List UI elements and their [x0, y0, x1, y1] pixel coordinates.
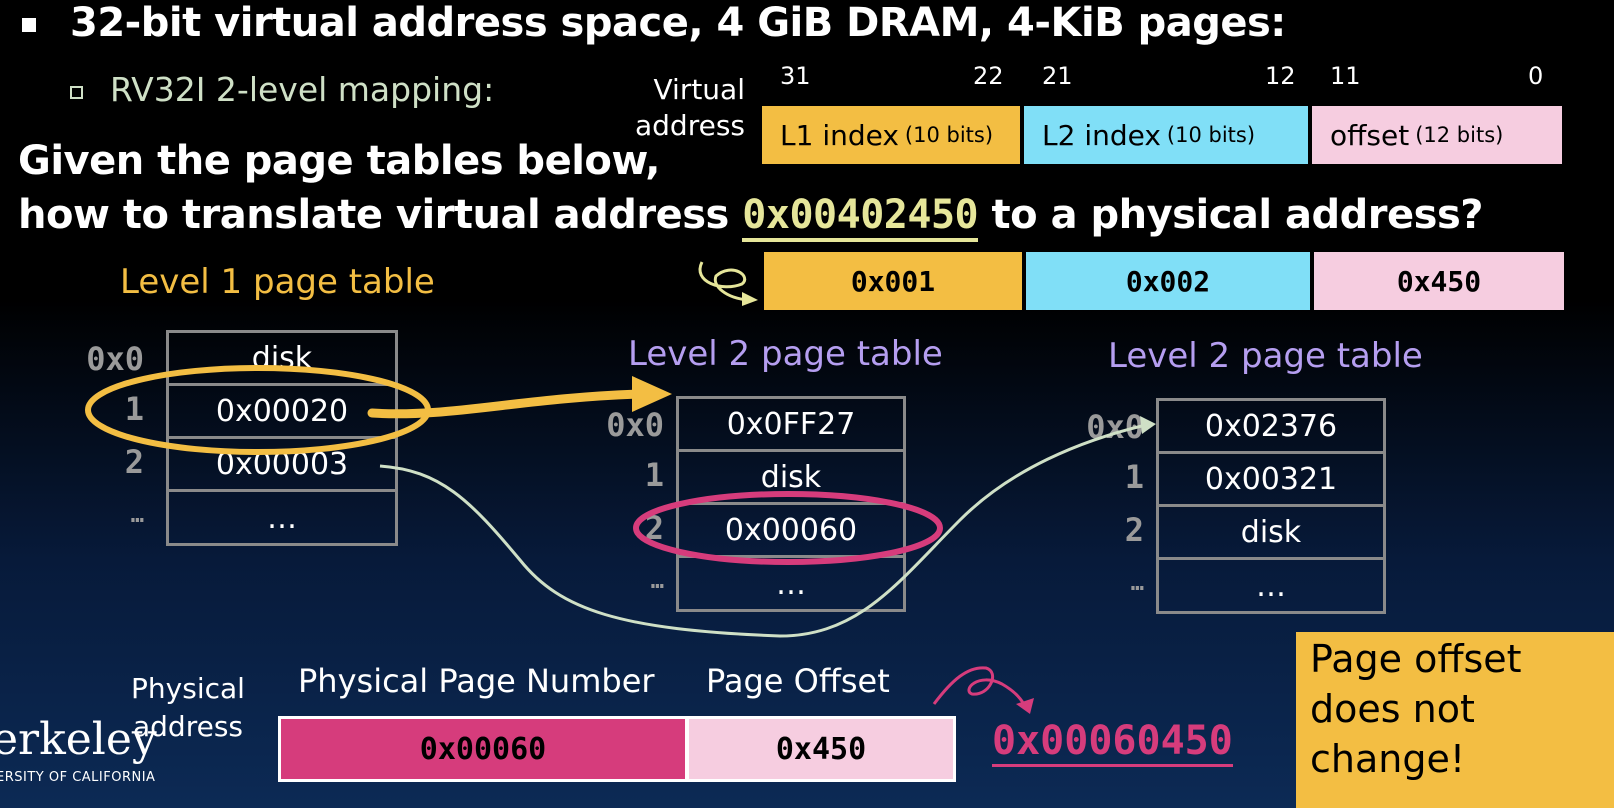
level1-indices: 0x0 1 2 … — [74, 330, 144, 542]
result-scribble-arrowhead — [1016, 698, 1034, 714]
offset-value: 0x450 — [1314, 252, 1564, 310]
page-offset-value-box: 0x450 — [686, 716, 956, 782]
level2-table-b-title: Level 2 page table — [1108, 336, 1423, 376]
l1-to-l2-arrow — [367, 389, 645, 419]
l2-index-value: 0x002 — [1026, 252, 1310, 310]
sub-bullet-square — [70, 86, 83, 99]
offset-callout: Page offset does not change! — [1296, 632, 1614, 808]
level2-table-a-title: Level 2 page table — [628, 334, 943, 374]
question-line-1: Given the page tables below, — [18, 138, 660, 184]
scribble-arrowhead — [742, 292, 758, 306]
level1-table-title: Level 1 page table — [120, 262, 435, 302]
virtual-address-label-line2: address — [634, 109, 745, 142]
l1-entry2-curve — [379, 422, 1151, 638]
l2-index-name: L2 index — [1042, 118, 1161, 152]
index-label: … — [1130, 571, 1144, 596]
level2-a-indices: 0x0 1 2 … — [594, 396, 664, 608]
bit-number: 0 — [1528, 62, 1544, 90]
bullet-square — [22, 18, 36, 32]
bit-number: 31 — [780, 62, 811, 90]
result-scribble-arrow — [932, 666, 1028, 709]
question-address: 0x00402450 — [742, 192, 979, 242]
offset-field: offset (12 bits) — [1312, 106, 1562, 164]
table-row: 0x00060 — [679, 505, 903, 558]
table-row: 0x02376 — [1159, 401, 1383, 454]
table-row: 0x0FF27 — [679, 399, 903, 452]
table-row: … — [1256, 569, 1286, 604]
l1-index-field: L1 index (10 bits) — [762, 106, 1020, 164]
table-row: disk — [1159, 507, 1383, 560]
bit-number: 22 — [973, 62, 1004, 90]
level2-page-table-b: 0x02376 0x00321 disk … — [1156, 398, 1386, 614]
l1-to-l2-arrowhead — [632, 376, 672, 412]
index-label: 2 — [124, 443, 144, 481]
l1-index-name: L1 index — [780, 118, 899, 152]
physical-address-label-line2: address — [132, 710, 243, 743]
question-line-2-post: to a physical address? — [991, 192, 1484, 238]
ppn-header: Physical Page Number — [298, 662, 655, 700]
ppn-value-box: 0x00060 — [278, 716, 688, 782]
callout-line-2: does not — [1310, 687, 1475, 731]
index-label: 1 — [1124, 458, 1144, 496]
scribble-arrow — [698, 261, 749, 302]
index-label: 2 — [644, 509, 664, 547]
l1-index-size: (10 bits) — [904, 123, 994, 147]
l1-index-value: 0x001 — [764, 252, 1022, 310]
index-label: 2 — [1124, 511, 1144, 549]
table-row: 0x00321 — [1159, 454, 1383, 507]
berkeley-logo-subtitle: ERSITY OF CALIFORNIA — [0, 770, 156, 785]
l2-index-field: L2 index (10 bits) — [1024, 106, 1308, 164]
offset-name: offset — [1330, 118, 1410, 152]
callout-line-1: Page offset — [1310, 637, 1522, 681]
table-row: … — [776, 567, 806, 602]
question-line-2: how to translate virtual address 0x00402… — [18, 192, 1484, 242]
index-label: … — [650, 569, 664, 594]
l2-index-size: (10 bits) — [1166, 123, 1256, 147]
level2-page-table-a: 0x0FF27 disk 0x00060 … — [676, 396, 906, 612]
physical-address-label: Physical address — [130, 670, 246, 746]
l2-highlight-ellipse — [633, 491, 943, 565]
l1-entry2-arrowhead — [1140, 416, 1156, 434]
page-offset-header: Page Offset — [706, 662, 890, 700]
index-label: 1 — [644, 456, 664, 494]
bit-number: 21 — [1042, 62, 1073, 90]
table-row: disk — [679, 452, 903, 505]
bit-number: 11 — [1330, 62, 1361, 90]
physical-address-label-line1: Physical — [131, 672, 245, 705]
physical-address-result: 0x00060450 — [992, 718, 1233, 767]
virtual-address-label-line1: Virtual — [653, 73, 746, 106]
virtual-address-label: Virtual address — [620, 72, 745, 144]
callout-line-3: change! — [1310, 737, 1466, 781]
index-label: 1 — [124, 390, 144, 428]
bit-number: 12 — [1265, 62, 1296, 90]
index-label: 0x0 — [606, 406, 664, 444]
offset-size: (12 bits) — [1415, 123, 1504, 147]
table-row: 0x00020 — [169, 386, 395, 439]
index-label: … — [130, 503, 144, 528]
sub-bullet-text: RV32I 2-level mapping: — [110, 70, 495, 109]
question-line-2-pre: how to translate virtual address — [18, 192, 729, 238]
table-row: … — [267, 501, 297, 536]
index-label: 0x0 — [86, 340, 144, 378]
berkeley-logo: erkeley — [0, 714, 157, 765]
slide-title: 32-bit virtual address space, 4 GiB DRAM… — [70, 0, 1286, 46]
